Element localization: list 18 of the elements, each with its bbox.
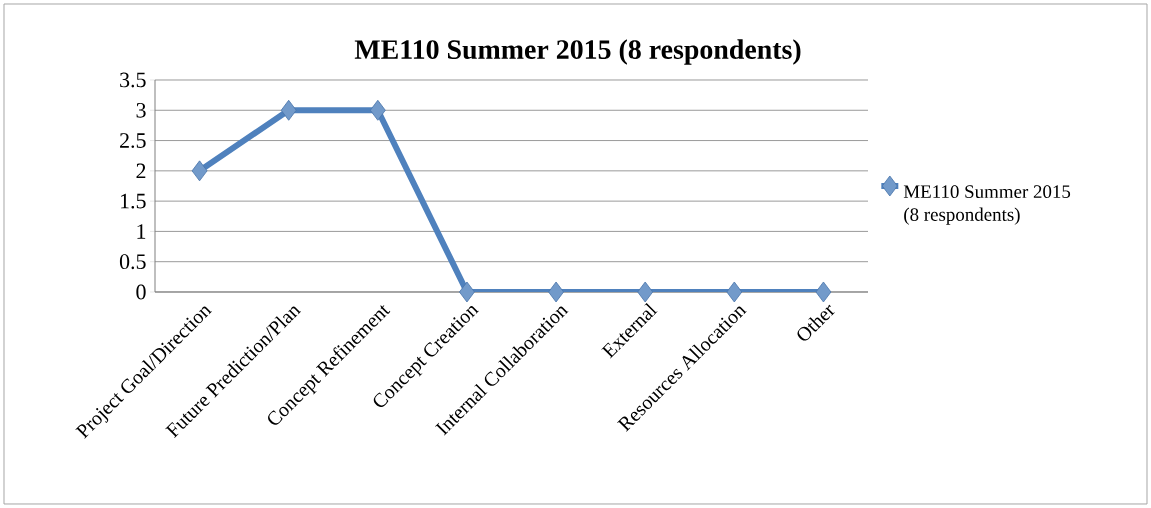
point — [459, 281, 475, 303]
point — [637, 281, 654, 303]
point — [280, 99, 297, 121]
point — [815, 281, 832, 303]
y-tick-label: 2.5 — [120, 133, 146, 148]
point — [726, 281, 743, 303]
legend-label: ME110 Summer 2015 (8 respondents) — [903, 185, 1071, 225]
y-tick-label: 2 — [136, 163, 146, 179]
y-tick-label: 3.5 — [120, 72, 146, 88]
y-tick-label: 0.5 — [119, 254, 146, 270]
point — [369, 99, 386, 121]
point — [191, 160, 208, 182]
y-tick-label: 1 — [137, 224, 146, 239]
chart-title: ME110 Summer 2015 (8 respondents) — [354, 39, 801, 65]
y-tick-label: 1.5 — [121, 193, 146, 209]
y-tick-label: 3 — [136, 102, 146, 118]
point — [548, 281, 564, 303]
y-tick-label: 0 — [136, 284, 146, 300]
